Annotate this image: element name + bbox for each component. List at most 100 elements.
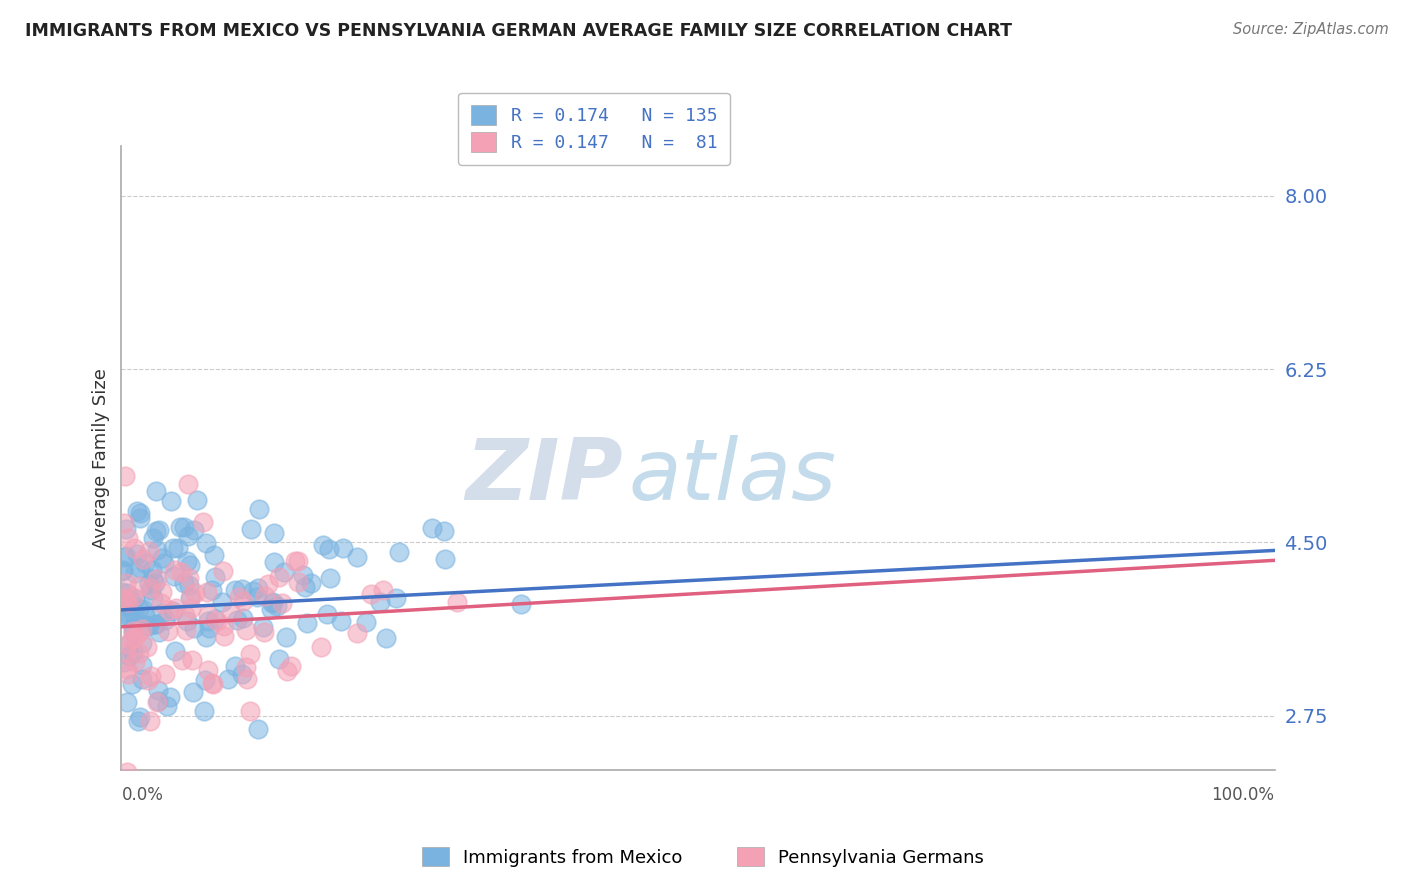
Text: ZIP: ZIP [465, 435, 623, 518]
Point [180, 589, 202, 603]
Point [330, 614, 353, 628]
Point [173, 519, 195, 533]
Point [179, 572, 201, 586]
Point [112, 656, 135, 670]
Point [217, 672, 239, 686]
Point [117, 595, 139, 609]
Point [153, 613, 176, 627]
Point [231, 667, 253, 681]
Point [287, 574, 309, 589]
Point [128, 625, 150, 640]
Point [433, 552, 456, 566]
Point [266, 599, 288, 614]
Point [292, 568, 315, 582]
Point [112, 563, 135, 577]
Point [141, 668, 163, 682]
Point [193, 704, 215, 718]
Text: IMMIGRANTS FROM MEXICO VS PENNSYLVANIA GERMAN AVERAGE FAMILY SIZE CORRELATION CH: IMMIGRANTS FROM MEXICO VS PENNSYLVANIA G… [25, 22, 1012, 40]
Point [332, 541, 354, 555]
Point [184, 585, 207, 599]
Point [131, 658, 153, 673]
Point [211, 595, 233, 609]
Point [204, 570, 226, 584]
Point [183, 621, 205, 635]
Point [129, 506, 152, 520]
Point [246, 590, 269, 604]
Point [129, 510, 152, 524]
Text: 100.0%: 100.0% [1212, 786, 1274, 804]
Point [117, 648, 139, 663]
Point [120, 598, 142, 612]
Point [273, 565, 295, 579]
Point [112, 549, 135, 564]
Point [346, 550, 368, 565]
Point [128, 646, 150, 660]
Point [117, 638, 139, 652]
Point [173, 576, 195, 591]
Point [254, 590, 277, 604]
Point [139, 581, 162, 595]
Point [176, 615, 198, 629]
Point [177, 477, 200, 491]
Point [138, 543, 160, 558]
Point [212, 629, 235, 643]
Point [112, 516, 135, 530]
Point [371, 583, 394, 598]
Point [114, 549, 136, 564]
Point [510, 597, 533, 611]
Point [115, 695, 138, 709]
Point [179, 578, 201, 592]
Point [228, 590, 250, 604]
Point [231, 582, 253, 597]
Point [253, 624, 276, 639]
Point [121, 605, 143, 619]
Point [176, 554, 198, 568]
Y-axis label: Average Family Size: Average Family Size [93, 368, 110, 549]
Point [145, 617, 167, 632]
Point [150, 596, 173, 610]
Point [201, 675, 224, 690]
Point [122, 590, 145, 604]
Point [246, 723, 269, 737]
Point [295, 616, 318, 631]
Point [152, 556, 174, 570]
Point [157, 603, 180, 617]
Point [165, 601, 187, 615]
Point [153, 667, 176, 681]
Point [239, 704, 262, 718]
Point [122, 541, 145, 556]
Point [232, 594, 254, 608]
Point [202, 548, 225, 562]
Point [262, 595, 284, 609]
Point [118, 609, 141, 624]
Point [111, 591, 134, 605]
Point [124, 630, 146, 644]
Point [139, 582, 162, 597]
Point [122, 625, 145, 640]
Point [114, 593, 136, 607]
Point [122, 645, 145, 659]
Point [360, 587, 382, 601]
Point [384, 591, 406, 606]
Point [143, 575, 166, 590]
Point [422, 521, 444, 535]
Point [299, 576, 322, 591]
Point [197, 663, 219, 677]
Point [263, 526, 285, 541]
Point [316, 607, 339, 621]
Point [179, 558, 201, 572]
Point [201, 676, 224, 690]
Point [180, 653, 202, 667]
Point [197, 614, 219, 628]
Point [257, 577, 280, 591]
Point [134, 556, 156, 570]
Point [388, 544, 411, 558]
Point [346, 626, 368, 640]
Point [136, 673, 159, 687]
Point [129, 561, 152, 575]
Point [162, 541, 184, 555]
Point [240, 522, 263, 536]
Point [134, 607, 156, 622]
Point [225, 613, 247, 627]
Point [136, 640, 159, 655]
